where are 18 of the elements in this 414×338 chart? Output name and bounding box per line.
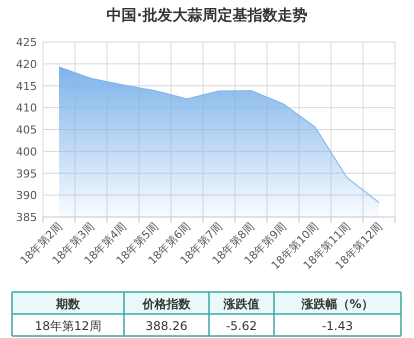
y-tick-label: 390 bbox=[16, 189, 37, 202]
text: 388.26 bbox=[146, 319, 188, 333]
chart-title: 中国·批发大蒜周定基指数走势 bbox=[106, 6, 308, 24]
y-tick-label: 410 bbox=[16, 102, 37, 115]
text: 期数 bbox=[55, 297, 81, 311]
y-tick-label: 395 bbox=[16, 167, 37, 180]
y-tick-label: 400 bbox=[16, 145, 37, 158]
y-tick-label: 415 bbox=[16, 80, 37, 93]
y-tick-label: 405 bbox=[16, 124, 37, 136]
text: 涨跌幅（%） bbox=[300, 297, 374, 311]
y-tick-label: 385 bbox=[16, 211, 37, 224]
text: 涨跌值 bbox=[222, 297, 260, 311]
text: 价格指数 bbox=[142, 297, 192, 311]
text: -1.43 bbox=[322, 319, 354, 333]
text: 18年第12周 bbox=[34, 319, 102, 333]
y-tick-label: 425 bbox=[16, 36, 37, 49]
y-tick-label: 420 bbox=[16, 58, 37, 71]
text: -5.62 bbox=[226, 319, 258, 333]
